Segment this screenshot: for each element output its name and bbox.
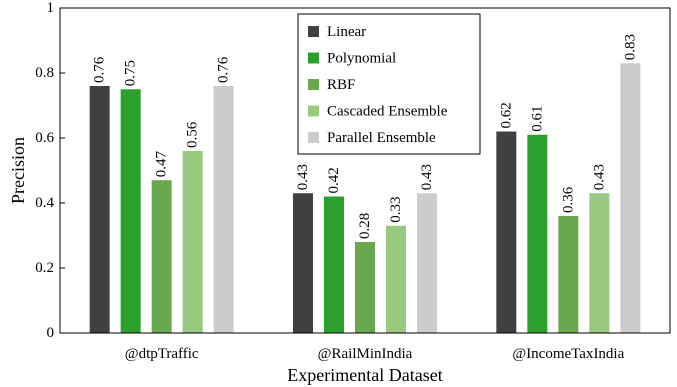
legend-swatch [308, 52, 319, 64]
data-label: 0.36 [560, 186, 576, 213]
x-tick-label: @IncomeTaxIndia [512, 346, 624, 362]
legend-label: Polynomial [327, 51, 396, 67]
bar [182, 151, 203, 333]
x-tick-label: @RailMinIndia [318, 346, 413, 362]
y-tick-label: 0.2 [35, 260, 54, 276]
bar [620, 63, 641, 333]
legend-swatch [308, 105, 319, 117]
y-tick-label: 0.6 [35, 130, 54, 146]
legend-swatch [308, 26, 319, 37]
y-tick-label: 1 [47, 0, 55, 16]
data-label: 0.42 [326, 167, 342, 193]
bar [355, 242, 375, 333]
plot-area: 0.76 0.75 0.47 0.56 0.76 0.43 0.42 0.28 0.33 0.43… [89, 34, 641, 333]
bar [527, 134, 548, 333]
bar [589, 193, 610, 333]
legend-box [297, 13, 481, 155]
data-label: 0.76 [92, 56, 108, 83]
bar [293, 193, 313, 333]
bar [496, 131, 517, 333]
data-label: 0.76 [216, 56, 232, 83]
bar [324, 196, 344, 333]
y-axis-label: Precision [8, 137, 28, 204]
bar [558, 216, 579, 333]
y-tick-label: 0.4 [35, 195, 54, 211]
legend-label: Linear [327, 24, 366, 40]
legend-label: Cascaded Ensemble [327, 104, 448, 120]
axes: @dtpTraffic @RailMinIndia @IncomeTaxIndia 0… [35, 0, 671, 362]
bar [386, 225, 406, 333]
y-tick-label: 0.8 [35, 65, 54, 81]
bar [151, 180, 172, 333]
bar [213, 86, 234, 333]
y-tick-label: 0 [47, 325, 55, 341]
data-label: 0.33 [388, 197, 404, 223]
legend-swatch [308, 79, 319, 90]
bar [89, 86, 110, 333]
data-label: 0.47 [154, 151, 170, 178]
data-label: 0.43 [295, 164, 311, 190]
data-label: 0.43 [591, 164, 607, 190]
bar [120, 89, 141, 333]
data-label: 0.83 [622, 34, 638, 60]
data-label: 0.75 [123, 60, 139, 86]
legend-label: RBF [327, 77, 355, 93]
data-label: 0.56 [185, 121, 201, 148]
bar [417, 193, 437, 333]
legend: Linear Polynomial RBF Cascaded Ensemble Para… [297, 13, 481, 155]
legend-label: Parallel Ensemble [327, 130, 436, 146]
axes-frame [59, 7, 671, 334]
data-label: 0.43 [419, 164, 435, 190]
data-label: 0.28 [357, 213, 373, 239]
data-label: 0.62 [498, 102, 514, 128]
data-label: 0.61 [529, 106, 545, 132]
x-axis-label: Experimental Dataset [287, 365, 442, 385]
legend-swatch [308, 132, 319, 143]
x-tick-label: @dtpTraffic [125, 346, 199, 362]
